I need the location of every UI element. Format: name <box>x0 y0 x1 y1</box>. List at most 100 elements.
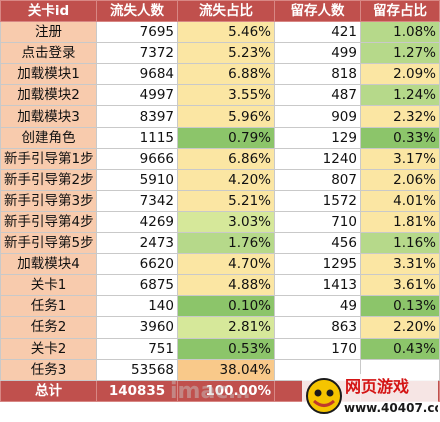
table-row: 注册 7695 5.46% 421 1.08% <box>0 21 440 44</box>
table-row: 新手引导第3步 7342 5.21% 1572 4.01% <box>0 189 440 212</box>
header-retained-ratio: 留存占比 <box>360 0 440 23</box>
logo-mascot-icon <box>306 378 342 414</box>
level-name-cell: 加载模块1 <box>0 63 97 86</box>
retention-table: 关卡id 流失人数 流失占比 留存人数 留存占比 注册 7695 5.46% 421 1… <box>0 0 440 402</box>
header-lost-ratio: 流失占比 <box>177 0 275 23</box>
lost-ratio-cell: 0.79% <box>177 126 275 149</box>
lost-count-cell: 140 <box>96 295 178 318</box>
table-row: 关卡2 751 0.53% 170 0.43% <box>0 337 440 360</box>
lost-count-cell: 7695 <box>96 21 178 44</box>
table-row: 新手引导第4步 4269 3.03% 710 1.81% <box>0 210 440 234</box>
retained-ratio-cell: 3.61% <box>360 274 440 297</box>
table-row: 点击登录 7372 5.23% 499 1.27% <box>0 42 440 65</box>
retained-ratio-cell: 2.06% <box>360 168 440 191</box>
retained-count-cell: 487 <box>274 84 361 107</box>
level-name-cell: 注册 <box>0 21 97 44</box>
retained-count-cell: 710 <box>274 210 361 234</box>
retained-ratio-cell: 0.13% <box>360 295 440 318</box>
table-row: 任务2 3960 2.81% 863 2.20% <box>0 316 440 339</box>
retained-count-cell: 818 <box>274 63 361 86</box>
retained-count-cell: 49 <box>274 295 361 318</box>
retained-count-cell: 1295 <box>274 253 361 276</box>
lost-count-cell: 9684 <box>96 63 178 86</box>
total-lost: 140835 <box>96 379 178 402</box>
lost-count-cell: 5910 <box>96 168 178 191</box>
lost-ratio-cell: 6.86% <box>177 147 275 170</box>
lost-count-cell: 7372 <box>96 42 178 65</box>
level-name-cell: 关卡1 <box>0 274 97 297</box>
lost-ratio-cell: 38.04% <box>177 358 275 381</box>
retained-count-cell: 421 <box>274 21 361 44</box>
lost-count-cell: 7342 <box>96 189 178 212</box>
header-retained-count: 留存人数 <box>274 0 361 23</box>
lost-ratio-cell: 5.21% <box>177 189 275 212</box>
retained-count-cell: 909 <box>274 105 361 128</box>
lost-ratio-cell: 1.76% <box>177 232 275 255</box>
retained-ratio-cell: 1.27% <box>360 42 440 65</box>
retained-ratio-cell: 3.17% <box>360 147 440 170</box>
retained-count-cell: 1413 <box>274 274 361 297</box>
level-name-cell: 加载模块3 <box>0 105 97 128</box>
header-lost-count: 流失人数 <box>96 0 178 23</box>
table-row: 新手引导第2步 5910 4.20% 807 2.06% <box>0 168 440 191</box>
lost-ratio-cell: 5.46% <box>177 21 275 44</box>
lost-ratio-cell: 4.20% <box>177 168 275 191</box>
retained-ratio-cell: 1.24% <box>360 84 440 107</box>
retained-count-cell: 1572 <box>274 189 361 212</box>
retained-ratio-cell: 3.31% <box>360 253 440 276</box>
lost-count-cell: 2473 <box>96 232 178 255</box>
lost-count-cell: 4269 <box>96 210 178 234</box>
level-name-cell: 创建角色 <box>0 126 97 149</box>
logo-site-text: www.40407.com <box>344 401 438 415</box>
header-level-id: 关卡id <box>0 0 97 23</box>
table-row: 任务3 53568 38.04% <box>0 358 440 381</box>
retained-ratio-cell: 1.08% <box>360 21 440 44</box>
lost-ratio-cell: 2.81% <box>177 316 275 339</box>
retained-ratio-cell: 2.20% <box>360 316 440 339</box>
lost-ratio-cell: 0.53% <box>177 337 275 360</box>
table-row: 创建角色 1115 0.79% 129 0.33% <box>0 126 440 149</box>
retained-ratio-cell: 0.43% <box>360 337 440 360</box>
retained-count-cell: 170 <box>274 337 361 360</box>
level-name-cell: 加载模块4 <box>0 253 97 276</box>
level-name-cell: 任务3 <box>0 358 97 381</box>
lost-count-cell: 751 <box>96 337 178 360</box>
retained-ratio-cell: 1.16% <box>360 232 440 255</box>
level-name-cell: 任务1 <box>0 295 97 318</box>
retained-ratio-cell: 1.81% <box>360 210 440 234</box>
level-name-cell: 任务2 <box>0 316 97 339</box>
table-row: 任务1 140 0.10% 49 0.13% <box>0 295 440 318</box>
table-row: 加载模块2 4997 3.55% 487 1.24% <box>0 84 440 107</box>
logo-brand-text: 网页游戏 <box>345 377 409 396</box>
lost-count-cell: 4997 <box>96 84 178 107</box>
retained-ratio-cell: 2.32% <box>360 105 440 128</box>
level-name-cell: 关卡2 <box>0 337 97 360</box>
retained-ratio-cell: 2.09% <box>360 63 440 86</box>
lost-count-cell: 1115 <box>96 126 178 149</box>
total-lost-ratio: 100.00% <box>177 379 275 402</box>
retained-count-cell: 129 <box>274 126 361 149</box>
lost-ratio-cell: 5.23% <box>177 42 275 65</box>
total-label: 总计 <box>0 379 97 402</box>
retained-count-cell: 1240 <box>274 147 361 170</box>
table-row: 加载模块3 8397 5.96% 909 2.32% <box>0 105 440 128</box>
table-row: 加载模块1 9684 6.88% 818 2.09% <box>0 63 440 86</box>
header-row: 关卡id 流失人数 流失占比 留存人数 留存占比 <box>0 0 440 23</box>
retained-count-cell: 456 <box>274 232 361 255</box>
level-name-cell: 新手引导第4步 <box>0 210 97 234</box>
table-row: 新手引导第5步 2473 1.76% 456 1.16% <box>0 232 440 255</box>
lost-ratio-cell: 0.10% <box>177 295 275 318</box>
retained-count-cell: 499 <box>274 42 361 65</box>
table-row: 新手引导第1步 9666 6.86% 1240 3.17% <box>0 147 440 170</box>
level-name-cell: 加载模块2 <box>0 84 97 107</box>
level-name-cell: 新手引导第1步 <box>0 147 97 170</box>
lost-ratio-cell: 4.88% <box>177 274 275 297</box>
level-name-cell: 新手引导第5步 <box>0 232 97 255</box>
site-logo: 网页游戏 www.40407.com <box>302 374 438 420</box>
level-name-cell: 新手引导第2步 <box>0 168 97 191</box>
retained-count-cell: 863 <box>274 316 361 339</box>
table-row: 加载模块4 6620 4.70% 1295 3.31% <box>0 253 440 276</box>
lost-ratio-cell: 6.88% <box>177 63 275 86</box>
level-name-cell: 新手引导第3步 <box>0 189 97 212</box>
lost-ratio-cell: 3.03% <box>177 210 275 234</box>
